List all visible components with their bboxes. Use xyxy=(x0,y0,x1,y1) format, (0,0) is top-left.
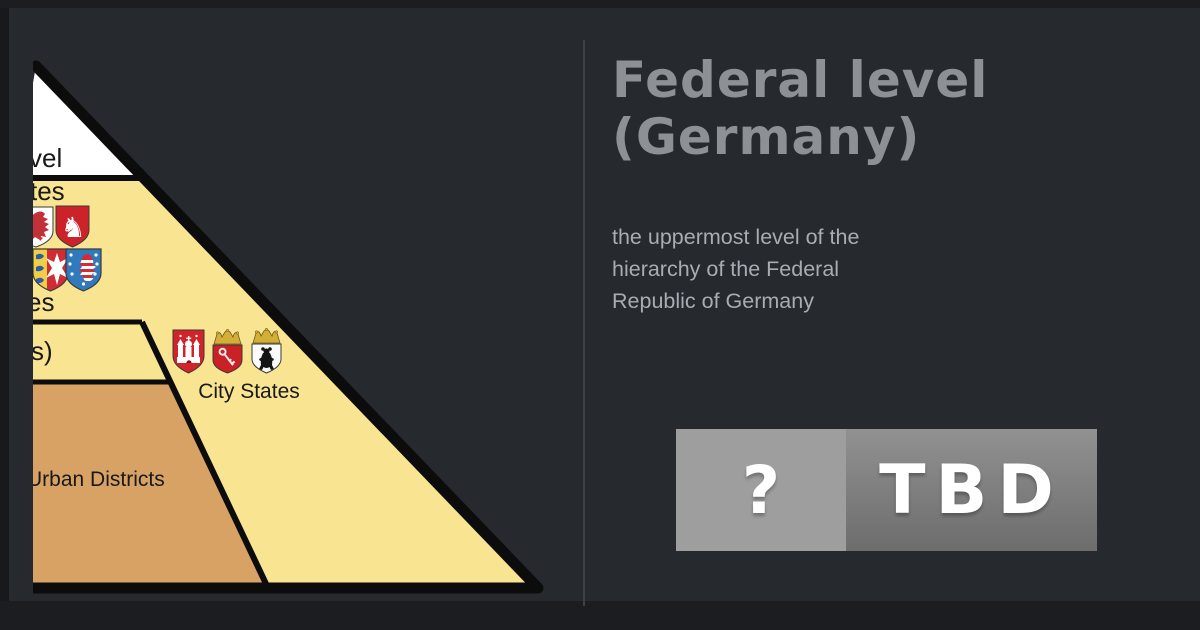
mecklenburg-vorpommern-coat-of-arms-icon xyxy=(33,206,54,248)
badge-question-label: ? xyxy=(741,451,781,529)
item-title-line1: Federal level xyxy=(612,51,989,109)
item-title-line2: (Germany) xyxy=(612,108,921,166)
urban-districts-label: Urban Districts xyxy=(33,468,165,491)
frame-left xyxy=(0,8,9,601)
item-description: the uppermost level of the hierarchy of … xyxy=(612,221,1032,317)
pyramid-outline xyxy=(33,60,544,594)
berlin-coat-of-arms-icon xyxy=(251,327,282,374)
thuringia-coat-of-arms-icon xyxy=(65,248,102,292)
svg-text:♞: ♞ xyxy=(60,211,85,244)
badge-tbd-label: TBD xyxy=(879,450,1064,530)
tbd-badge: ? TBD xyxy=(676,429,1097,551)
frame-top xyxy=(0,0,1200,8)
item-image-panel: vel tes es s) City States Urban District… xyxy=(33,60,560,605)
frame-bottom xyxy=(0,601,1200,630)
city-states-label: City States xyxy=(198,380,300,403)
item-description-line1: the uppermost level of the xyxy=(612,225,860,249)
item-description-line2: hierarchy of the Federal xyxy=(612,257,840,281)
badge-tbd-cell: TBD xyxy=(846,429,1097,551)
districts-label-fragment: s) xyxy=(33,336,53,366)
germany-federal-levels-pyramid: vel tes es s) City States Urban District… xyxy=(33,60,544,594)
hamburg-coat-of-arms-icon xyxy=(172,329,205,374)
item-title: Federal level (Germany) xyxy=(612,52,1172,166)
bremen-coat-of-arms-icon xyxy=(212,328,243,374)
panel-divider xyxy=(583,40,585,606)
inner-pyramid-diagonal xyxy=(139,320,271,588)
districts-band xyxy=(33,382,268,588)
area-states-label-fragment: es xyxy=(33,287,54,317)
federal-level-label-fragment: vel xyxy=(33,143,62,173)
item-description-line3: Republic of Germany xyxy=(612,289,814,313)
states-label-fragment: tes xyxy=(33,176,65,206)
badge-question-cell: ? xyxy=(676,429,846,551)
lower-saxony-coat-of-arms-icon: ♞ xyxy=(55,205,90,248)
